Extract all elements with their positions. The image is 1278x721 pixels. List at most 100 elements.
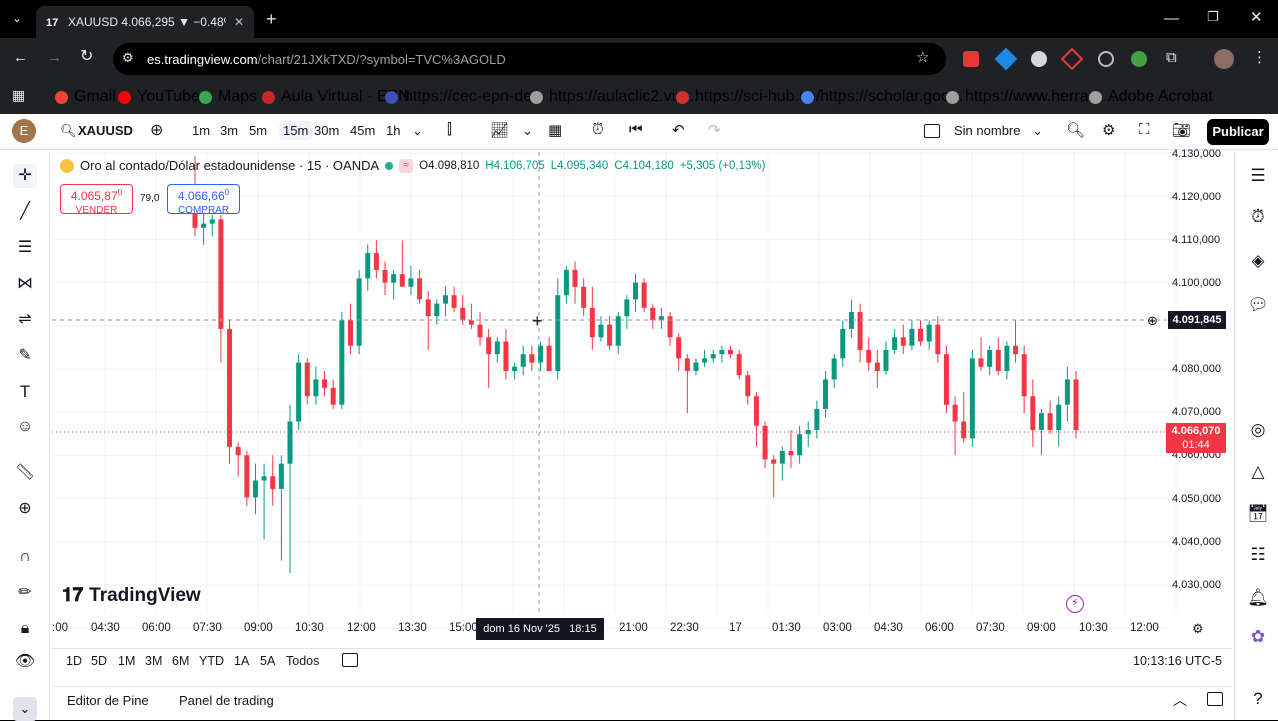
maximize-panel-icon[interactable] xyxy=(1207,692,1223,706)
redo-icon[interactable]: ↷ xyxy=(708,122,721,139)
visibility-eye-icon[interactable]: 👁︎ xyxy=(14,653,36,670)
legend-title[interactable]: Oro al contado/Dólar estadounidense · 15… xyxy=(80,158,380,173)
menu-kebab-icon[interactable]: ⋮ xyxy=(1252,49,1267,66)
bookmark-item[interactable]: Maps xyxy=(199,86,257,108)
compare-add-icon[interactable]: ⊕ xyxy=(150,122,164,139)
close-window-icon[interactable]: ✕ xyxy=(1250,9,1263,26)
profile-avatar[interactable] xyxy=(1214,49,1234,69)
zoom-in-icon[interactable]: ⊕ xyxy=(18,500,32,517)
lightning-icon[interactable]: ⚡︎ xyxy=(1066,595,1084,613)
range-6m[interactable]: 6M xyxy=(172,654,190,668)
range-3m[interactable]: 3M xyxy=(145,654,163,668)
emoji-tool-icon[interactable]: ☺ xyxy=(16,418,34,435)
utc-clock[interactable]: 10:13:16 UTC-5 xyxy=(1133,654,1222,668)
interval-1m[interactable]: 1m xyxy=(192,123,211,138)
object-tree-layers-icon[interactable]: ◈ xyxy=(1251,251,1265,270)
undo-icon[interactable]: ↶ xyxy=(672,122,685,139)
new-tab-icon[interactable]: + xyxy=(266,9,277,29)
add-alert-plus-icon[interactable]: ⊕ xyxy=(1147,313,1158,328)
indicators-icon[interactable]: 📈︎ xyxy=(490,122,510,139)
range-1m[interactable]: 1M xyxy=(118,654,136,668)
range-5d[interactable]: 5D xyxy=(91,654,107,668)
symbol-search-icon[interactable]: 🔍︎ xyxy=(60,123,77,138)
extensions-puzzle-icon[interactable]: ⧉ xyxy=(1166,49,1177,66)
interval-1h[interactable]: 1h xyxy=(386,123,401,138)
trend-line-icon[interactable]: ╱ xyxy=(20,203,30,220)
interval-3m[interactable]: 3m xyxy=(220,123,239,138)
extension-openai-icon[interactable] xyxy=(1098,51,1114,67)
range-5a[interactable]: 5A xyxy=(260,654,276,668)
candle-type-icon[interactable]: ⫿ xyxy=(447,121,452,138)
bottom-tab[interactable]: Panel de trading xyxy=(179,693,274,708)
interval-dropdown-icon[interactable]: ⌄ xyxy=(412,123,423,138)
range-1d[interactable]: 1D xyxy=(66,654,82,668)
watchlist-icon[interactable]: ☰ xyxy=(1250,166,1266,185)
crosshair-tool-icon[interactable]: ✛ xyxy=(13,164,37,188)
bottom-tab[interactable]: Editor de Pine xyxy=(67,693,149,708)
streams-icon[interactable]: ☷ xyxy=(1250,545,1266,564)
symbol-name[interactable]: XAUUSD xyxy=(78,123,133,138)
fullscreen-icon[interactable]: ⛶ xyxy=(1139,121,1150,138)
range-1a[interactable]: 1A xyxy=(234,654,250,668)
url-bar[interactable]: es.tradingview.com/chart/21JXkTXD/?symbo… xyxy=(113,43,946,75)
settings-gear-icon[interactable]: ⚙ xyxy=(1102,122,1116,139)
user-avatar[interactable]: E xyxy=(12,119,36,143)
interval-45m[interactable]: 45m xyxy=(350,123,376,138)
interval-30m[interactable]: 30m xyxy=(314,123,340,138)
bookmark-star-icon[interactable]: ☆ xyxy=(916,49,930,66)
alerts-clock-icon[interactable]: ⏰︎ xyxy=(1251,207,1265,226)
browser-tab[interactable]: 17 XAUUSD 4.066,295 ▼ −0.48% S ✕ xyxy=(36,6,254,38)
collapse-toolbar-icon[interactable]: ⌄ xyxy=(13,697,37,721)
layout-dropdown-icon[interactable]: ⌄ xyxy=(1032,123,1043,138)
buy-button[interactable]: 4.066,660 COMPRAR xyxy=(167,184,240,216)
chats-icon[interactable]: 💬︎ xyxy=(1247,295,1269,314)
date-range-calendar-icon[interactable] xyxy=(342,653,358,667)
text-tool-icon[interactable]: T xyxy=(19,382,31,401)
brush-tool-icon[interactable]: ✎ xyxy=(18,347,32,364)
tab-close-icon[interactable]: ✕ xyxy=(233,15,244,29)
bookmark-item[interactable]: https://scholar.goo... xyxy=(801,86,963,108)
range-todos[interactable]: Todos xyxy=(286,654,320,668)
target-icon[interactable]: ◎ xyxy=(1250,420,1266,439)
extension-grey-icon[interactable] xyxy=(1031,51,1047,67)
quick-search-icon[interactable]: 🔍︎ xyxy=(1066,122,1086,139)
bookmark-item[interactable]: https://aulaclic2.virt... xyxy=(530,86,698,108)
ideas-icon[interactable]: △ xyxy=(1251,462,1265,481)
tab-search-icon[interactable]: ⌄ xyxy=(12,11,23,25)
ruler-icon[interactable]: 📏︎ xyxy=(14,464,36,481)
interval-15m[interactable]: 15m xyxy=(279,121,313,140)
extension-mega-icon[interactable] xyxy=(963,51,979,67)
pattern-tool-icon[interactable]: ⋈ xyxy=(17,275,33,292)
price-chart[interactable]: + xyxy=(52,152,1232,642)
notifications-bell-icon[interactable]: 🔔︎ xyxy=(1247,588,1269,607)
bookmark-item[interactable]: https://cec-epn-de... xyxy=(385,86,545,108)
apps-grid-icon[interactable]: ▦ xyxy=(12,87,26,103)
templates-grid-icon[interactable]: ▦ xyxy=(548,122,563,139)
extension-green-icon[interactable] xyxy=(1131,51,1147,67)
bookmark-item[interactable]: https://sci-hub.se/ xyxy=(676,86,820,108)
site-info-icon[interactable]: ⚙ xyxy=(122,50,134,65)
bookmark-item[interactable]: Adobe Acrobat xyxy=(1089,86,1213,108)
bookmark-item[interactable]: YouTube xyxy=(118,86,200,108)
sell-button[interactable]: 4.065,870 VENDER xyxy=(60,184,133,216)
expand-panel-icon[interactable]: ︿ xyxy=(1173,692,1187,708)
indicators-dropdown-icon[interactable]: ⌄ xyxy=(522,123,533,138)
lock-icon[interactable]: 🔒︎ xyxy=(20,620,30,637)
restore-icon[interactable]: ❐ xyxy=(1207,9,1219,24)
layout-name[interactable]: Sin nombre xyxy=(954,123,1021,138)
help-icon[interactable]: ? xyxy=(1253,689,1263,708)
community-icon[interactable]: ✿ xyxy=(1250,627,1266,646)
calendar-icon[interactable]: 📅︎ xyxy=(1247,504,1269,523)
fib-tool-icon[interactable]: ☰ xyxy=(17,239,33,256)
minimize-icon[interactable]: — xyxy=(1164,10,1179,27)
forward-icon[interactable]: → xyxy=(47,49,62,66)
reload-icon[interactable]: ↻ xyxy=(80,48,94,65)
alert-clock-icon[interactable]: ⏰︎ xyxy=(592,121,604,138)
bookmark-item[interactable]: Aula Virtual - EPN xyxy=(262,86,410,108)
interval-5m[interactable]: 5m xyxy=(249,123,268,138)
axis-settings-gear-icon[interactable]: ⚙ xyxy=(1192,621,1204,636)
back-icon[interactable]: ← xyxy=(13,49,28,66)
magnet-icon[interactable]: ∩ xyxy=(19,548,31,565)
replay-icon[interactable]: ⏮︎ xyxy=(629,121,643,138)
snapshot-camera-icon[interactable]: 📷︎ xyxy=(1172,122,1192,139)
